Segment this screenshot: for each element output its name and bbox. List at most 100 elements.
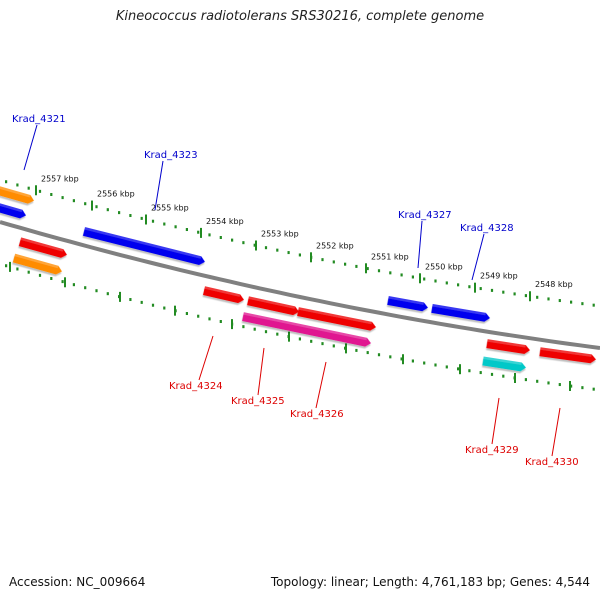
scale-tick [434, 363, 437, 367]
scale-tick [502, 374, 505, 378]
scale-label: 2557 kbp [41, 174, 79, 183]
scale-tick [570, 300, 573, 304]
gene-label: Krad_4324 [169, 381, 223, 392]
scale-tick [310, 339, 313, 343]
gene-leader-line [417, 220, 423, 269]
scale-tick [27, 270, 30, 274]
scale-tick [5, 180, 8, 184]
scale-tick [581, 302, 584, 306]
scale-label: 2552 kbp [316, 241, 354, 250]
gene-label: Krad_4330 [525, 457, 579, 468]
scale-tick [298, 253, 301, 257]
scale-tick [287, 251, 290, 255]
scale-tick [547, 297, 550, 301]
scale-tick [106, 208, 109, 212]
scale-tick [423, 277, 426, 281]
genome-backbone [0, 220, 600, 350]
scale-tick [208, 233, 211, 237]
scale-tick [524, 378, 527, 382]
gene-label: Krad_4328 [460, 223, 514, 234]
scale-tick [253, 327, 256, 331]
scale-tick [581, 386, 584, 390]
gene-arrow [0, 183, 35, 204]
scale-tick [355, 348, 358, 352]
scale-label: 2550 kbp [425, 262, 463, 271]
scale-tick [389, 271, 392, 275]
gene-label: Krad_4325 [231, 396, 285, 407]
gene-label: Krad_4326 [290, 409, 344, 420]
scale-tick [72, 199, 75, 203]
scale-tick [355, 264, 358, 268]
scale-tick [219, 320, 222, 324]
scale-tick [377, 269, 381, 273]
gene-features [0, 183, 597, 372]
scale-tick [400, 357, 403, 361]
scale-tick [38, 189, 42, 193]
gene-arrow [202, 286, 245, 304]
gene-label: Krad_4321 [12, 114, 66, 125]
scale-tick [231, 238, 234, 242]
gene-arrow [0, 202, 27, 219]
scale-tick [524, 294, 527, 298]
gene-labels: Krad_4321 Krad_4323 Krad_4327 Krad_4328 Krad… [12, 114, 579, 468]
scale-tick [50, 276, 53, 280]
scale-tick [321, 342, 324, 346]
scale-tick [479, 371, 482, 375]
scale-tick [321, 258, 324, 262]
scale-tick [445, 365, 448, 369]
scale-tick [457, 283, 460, 287]
gene-arrow [486, 339, 531, 354]
scale-label: 2548 kbp [535, 280, 573, 289]
gene-label: Krad_4329 [465, 445, 519, 456]
scale-tick [434, 279, 437, 283]
scale-tick [163, 222, 166, 226]
scale-tick [513, 292, 516, 296]
scale-tick [332, 260, 335, 264]
scale-tick [400, 273, 403, 277]
scale-tick [592, 303, 595, 307]
scale-tick [490, 372, 494, 376]
scale-tick [366, 351, 369, 355]
scale-tick [536, 379, 539, 383]
scale-label: 2554 kbp [206, 217, 244, 226]
gene-arrow [18, 237, 68, 258]
scale-label: 2551 kbp [371, 252, 409, 261]
scale-tick [84, 286, 87, 290]
scale-tick [16, 267, 19, 271]
scale-tick [163, 306, 166, 310]
scale-tick [558, 383, 561, 387]
scale-tick [38, 273, 42, 277]
scale-tick [344, 262, 347, 266]
scale-tick [106, 292, 109, 296]
scale-tick [118, 211, 121, 215]
gene-leader-line [315, 361, 327, 409]
scale-tick [468, 285, 471, 289]
scale-tick [140, 216, 143, 220]
scale-tick [536, 295, 539, 299]
gene-arrow [387, 296, 429, 312]
gene-arrow [242, 312, 371, 347]
scale-tick [411, 275, 414, 279]
scale-tick [570, 384, 573, 388]
scale-tick [457, 367, 460, 371]
scale-tick [411, 359, 414, 363]
scale-tick [423, 361, 426, 365]
scale-tick [242, 325, 245, 329]
scale-tick [72, 283, 75, 287]
scale-label: 2549 kbp [480, 272, 518, 281]
gene-arrow [12, 253, 62, 275]
scale-tick [366, 267, 369, 271]
outer-scale-ticks [5, 180, 595, 307]
scale-label: 2553 kbp [261, 230, 299, 239]
scale-tick [95, 205, 98, 209]
scale-tick [389, 355, 392, 359]
gene-arrow [482, 356, 527, 372]
scale-tick [479, 287, 482, 291]
gene-arrow [431, 303, 490, 322]
scale-tick [377, 353, 381, 357]
scale-tick [242, 241, 245, 245]
scale-tick [264, 330, 268, 334]
scale-labels: 2557 kbp 2556 kbp 2555 kbp 2554 kbp 2553 kbp… [41, 174, 573, 289]
scale-tick [468, 369, 471, 373]
scale-tick [140, 300, 143, 304]
